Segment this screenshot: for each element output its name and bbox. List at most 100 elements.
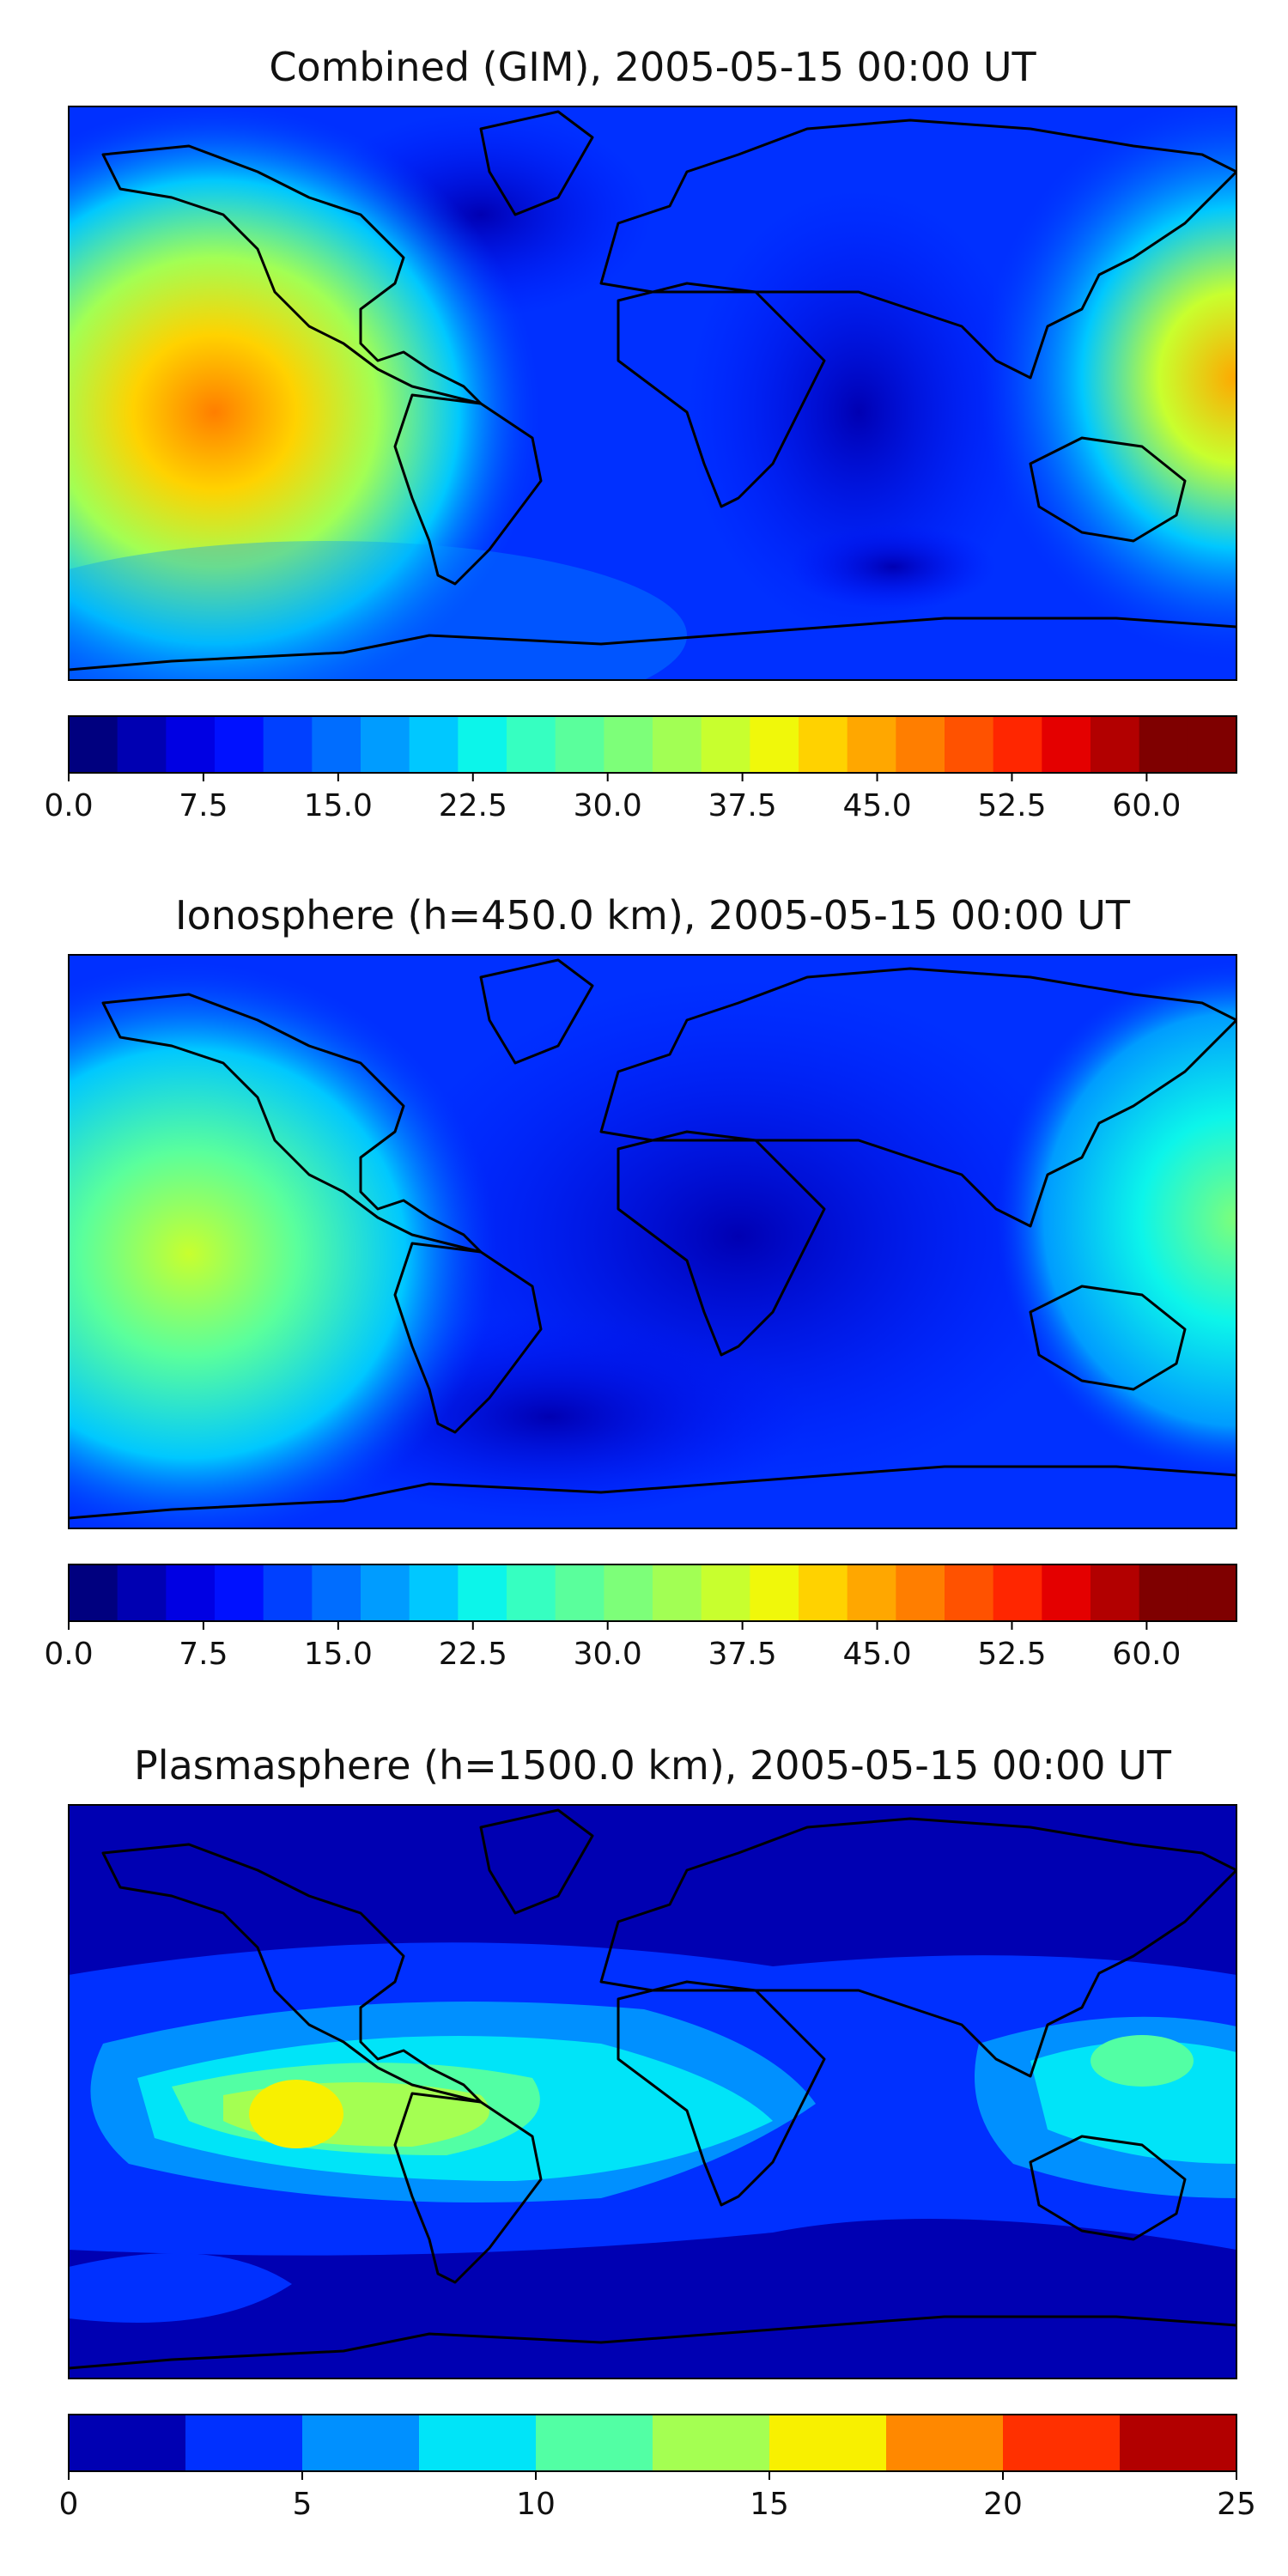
colorbar-swatch — [847, 716, 896, 773]
coastline-antarctica-2 — [69, 1465, 1236, 1520]
colorbar-swatch — [419, 2415, 537, 2471]
coastline-south-america — [393, 393, 543, 586]
coastline-africa-3 — [617, 1980, 826, 2207]
colorbar-swatch — [1003, 2415, 1121, 2471]
map-title-plasmasphere: Plasmasphere (h=1500.0 km), 2005-05-15 0… — [134, 1742, 1172, 1789]
coastline-greenland — [479, 110, 594, 216]
colorbar-tick-label: 45.0 — [842, 1637, 911, 1672]
colorbar-swatch — [993, 1564, 1042, 1621]
colorbar-swatch — [896, 1564, 945, 1621]
colorbar-swatch — [555, 716, 605, 773]
colorbar-tick-label: 15 — [750, 2487, 789, 2522]
colorbar-swatch — [653, 716, 702, 773]
colorbar-ionosphere: 0.0 7.5 15.0 22.5 30.0 37.5 45.0 52.5 60.0 — [44, 1564, 1237, 1672]
colorbar-swatch — [1091, 1564, 1140, 1621]
coastline-australia-3 — [1029, 2135, 1187, 2241]
colorbar-swatch — [409, 716, 459, 773]
coastline-antarctica — [69, 617, 1236, 671]
map-panel-plasmasphere — [68, 1804, 1237, 2379]
colorbar-combined: 0.0 7.5 15.0 22.5 30.0 37.5 45.0 52.5 60.0 — [44, 715, 1237, 823]
colorbar-tick-label: 0.0 — [44, 788, 93, 823]
colorbar-tick-label: 0.0 — [44, 1637, 93, 1672]
map-title-ionosphere: Ionosphere (h=450.0 km), 2005-05-15 00:0… — [175, 892, 1131, 939]
colorbar-tick-label: 30.0 — [574, 1637, 642, 1672]
coastline-south-america-3 — [393, 2092, 543, 2284]
coastline-eurasia-2 — [599, 967, 1236, 1228]
coastline-north-america-3 — [101, 1843, 483, 2104]
colorbar-tick-label: 0 — [59, 2487, 79, 2522]
colorbar-swatch — [1042, 716, 1091, 773]
colorbar-tick-label: 25 — [1217, 2487, 1256, 2522]
coastline-antarctica-3 — [69, 2315, 1236, 2370]
colorbar-border — [68, 715, 1237, 774]
colorbar-tick-label: 60.0 — [1112, 1637, 1181, 1672]
colorbar-tick-label: 15.0 — [304, 1637, 373, 1672]
colorbar-swatch — [312, 1564, 361, 1621]
colorbar-swatch — [166, 716, 216, 773]
colorbar-swatch — [409, 1564, 459, 1621]
coastline-eurasia — [599, 118, 1236, 380]
colorbar-swatch — [1120, 2415, 1237, 2471]
colorbar-swatch — [945, 1564, 994, 1621]
colorbar-swatch — [263, 716, 313, 773]
colorbar-tick-label: 52.5 — [977, 1637, 1046, 1672]
colorbar-swatch — [604, 1564, 653, 1621]
colorbar-swatch — [1188, 1564, 1237, 1621]
colorbar-tick-label: 15.0 — [304, 788, 373, 823]
map-title-combined: Combined (GIM), 2005-05-15 00:00 UT — [269, 44, 1036, 90]
colorbar-swatch — [799, 1564, 848, 1621]
colorbar-swatch — [1139, 716, 1188, 773]
colorbar-tick-label: 37.5 — [708, 1637, 777, 1672]
coastline-south-america-2 — [393, 1242, 543, 1434]
colorbar-tick-label: 22.5 — [439, 788, 507, 823]
colorbar-swatch — [536, 2415, 653, 2471]
colorbar-tick-label: 60.0 — [1112, 788, 1181, 823]
colorbar-swatch — [166, 1564, 216, 1621]
colorbar-swatch — [69, 1564, 118, 1621]
colorbar-tick-label: 52.5 — [977, 788, 1046, 823]
coastline-australia — [1029, 436, 1187, 543]
coastline-africa-2 — [617, 1130, 826, 1357]
colorbar-swatch — [555, 1564, 605, 1621]
colorbar-swatch — [1042, 1564, 1091, 1621]
colorbar-swatch — [769, 2415, 887, 2471]
coastline-greenland-2 — [479, 958, 594, 1065]
coastline-north-america-2 — [101, 993, 483, 1254]
colorbar-swatch — [701, 1564, 750, 1621]
coastline-greenland-3 — [479, 1808, 594, 1915]
colorbar-swatch — [69, 2415, 186, 2471]
colorbar-border — [68, 2414, 1237, 2472]
coastline-australia-2 — [1029, 1285, 1187, 1391]
colorbar-swatch — [993, 716, 1042, 773]
colorbar-swatch — [215, 716, 264, 773]
colorbar-swatch — [185, 2415, 303, 2471]
map-panel-ionosphere — [68, 954, 1237, 1529]
colorbar-swatch — [69, 716, 118, 773]
colorbar-tick-label: 10 — [516, 2487, 556, 2522]
colorbar-swatch — [458, 716, 507, 773]
colorbar-swatch — [1091, 716, 1140, 773]
coastline-north-america — [101, 144, 483, 405]
colorbar-swatch — [458, 1564, 507, 1621]
colorbar-swatch — [653, 1564, 702, 1621]
colorbar-tick-label: 5 — [293, 2487, 313, 2522]
colorbar-tick-label: 45.0 — [842, 788, 911, 823]
colorbar-swatch — [117, 716, 167, 773]
coastline-eurasia-3 — [599, 1817, 1236, 2078]
colorbar-swatch — [302, 2415, 420, 2471]
colorbar-swatch — [604, 716, 653, 773]
colorbar-swatch — [312, 716, 361, 773]
colorbar-plasmasphere: 0 5 10 15 20 25 — [59, 2414, 1256, 2522]
colorbar-swatch — [653, 2415, 770, 2471]
colorbar-swatch — [1139, 1564, 1188, 1621]
colorbar-swatch — [750, 1564, 799, 1621]
coastline-africa — [617, 282, 826, 508]
colorbar-tick-label: 22.5 — [439, 1637, 507, 1672]
colorbar-tick-label: 7.5 — [179, 788, 228, 823]
colorbar-border — [68, 1564, 1237, 1622]
colorbar-swatch — [117, 1564, 167, 1621]
colorbar-swatch — [847, 1564, 896, 1621]
colorbar-tick-label: 20 — [983, 2487, 1023, 2522]
colorbar-tick-label: 30.0 — [574, 788, 642, 823]
